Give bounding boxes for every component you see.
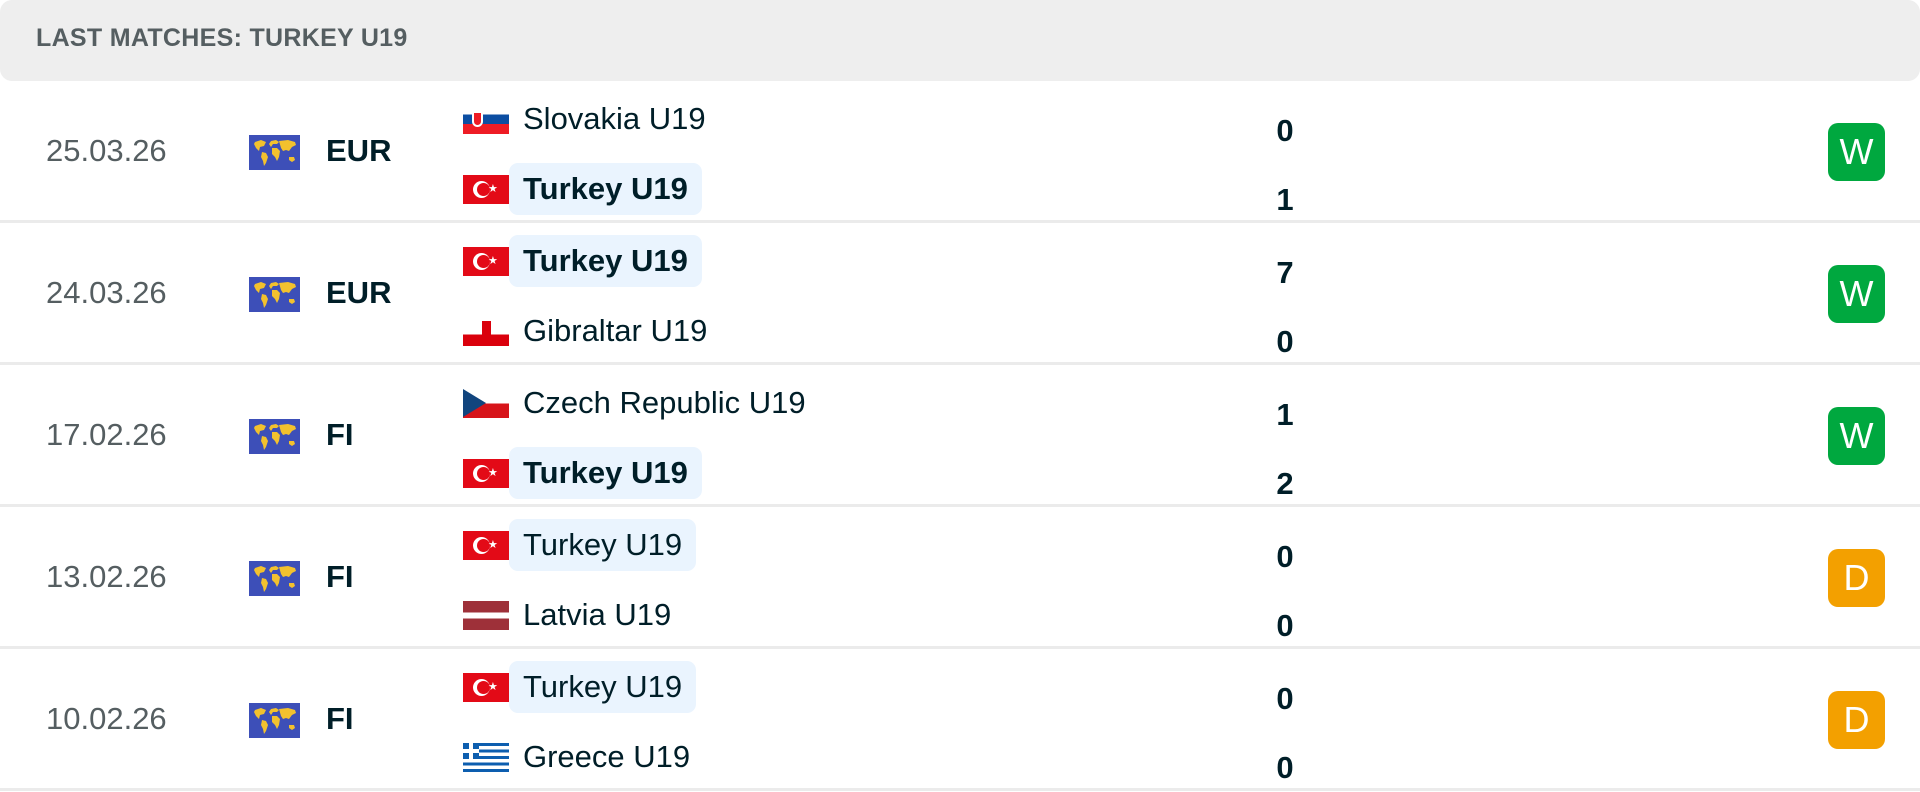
home-team-name: Turkey U19	[509, 661, 697, 713]
away-team-name: Gibraltar U19	[523, 313, 708, 348]
world-icon	[249, 135, 300, 170]
away-team[interactable]: ★ Turkey U19	[463, 447, 716, 499]
away-score: 0	[1276, 608, 1294, 643]
world-icon	[249, 419, 300, 454]
away-team-name: Latvia U19	[523, 597, 672, 632]
match-row[interactable]: 24.03.26 EUR ★ Turkey U19 Gibraltar U19 …	[0, 223, 1920, 365]
league-code[interactable]: FI	[326, 700, 354, 736]
home-team[interactable]: ★ Turkey U19	[463, 235, 716, 287]
match-date: 13.02.26	[46, 558, 167, 594]
away-score: 2	[1276, 466, 1294, 501]
away-team[interactable]: Greece U19	[463, 731, 718, 783]
greece-flag-icon	[463, 742, 509, 772]
home-score: 0	[1276, 539, 1294, 574]
home-team[interactable]: Slovakia U19	[463, 93, 734, 145]
result-badge: W	[1828, 265, 1885, 323]
home-team-name: Czech Republic U19	[523, 385, 806, 420]
home-score: 0	[1276, 113, 1294, 148]
match-date: 24.03.26	[46, 274, 167, 310]
home-team[interactable]: ★ Turkey U19	[463, 661, 710, 713]
away-score: 0	[1276, 324, 1294, 359]
away-team[interactable]: ★ Turkey U19	[463, 163, 716, 215]
match-date: 10.02.26	[46, 700, 167, 736]
match-date: 17.02.26	[46, 416, 167, 452]
league-code[interactable]: FI	[326, 558, 354, 594]
latvia-flag-icon	[463, 600, 509, 630]
home-score: 7	[1276, 255, 1294, 290]
world-icon	[249, 277, 300, 312]
turkey-flag-icon: ★	[463, 174, 509, 204]
result-badge: W	[1828, 407, 1885, 465]
away-team-name: Turkey U19	[509, 163, 702, 215]
away-team[interactable]: Latvia U19	[463, 589, 699, 641]
czech-republic-flag-icon	[463, 388, 509, 418]
match-date: 25.03.26	[46, 132, 167, 168]
result-badge: D	[1828, 549, 1885, 607]
turkey-flag-icon: ★	[463, 458, 509, 488]
home-team-name: Slovakia U19	[523, 101, 706, 136]
gibraltar-flag-icon	[463, 316, 509, 346]
away-team-name: Turkey U19	[509, 447, 702, 499]
turkey-flag-icon: ★	[463, 246, 509, 276]
turkey-flag-icon: ★	[463, 672, 509, 702]
home-team-name: Turkey U19	[509, 235, 702, 287]
away-score: 0	[1276, 750, 1294, 785]
league-code[interactable]: EUR	[326, 274, 392, 310]
match-row[interactable]: 17.02.26 FI Czech Republic U19 ★ Turkey …	[0, 365, 1920, 507]
away-team[interactable]: Gibraltar U19	[463, 305, 735, 357]
result-badge: W	[1828, 123, 1885, 181]
away-score: 1	[1276, 182, 1294, 217]
match-row[interactable]: 25.03.26 EUR Slovakia U19 ★ Turkey U19 0…	[0, 81, 1920, 223]
league-code[interactable]: EUR	[326, 132, 392, 168]
section-header: LAST MATCHES: TURKEY U19	[0, 0, 1920, 81]
away-team-name: Greece U19	[523, 739, 691, 774]
turkey-flag-icon: ★	[463, 530, 509, 560]
league-code[interactable]: FI	[326, 416, 354, 452]
match-row[interactable]: 10.02.26 FI ★ Turkey U19 Greece U19 0 0 …	[0, 649, 1920, 791]
section-title: LAST MATCHES: TURKEY U19	[36, 24, 408, 52]
world-icon	[249, 703, 300, 738]
world-icon	[249, 561, 300, 596]
match-row[interactable]: 13.02.26 FI ★ Turkey U19 Latvia U19 0 0 …	[0, 507, 1920, 649]
slovakia-flag-icon	[463, 104, 509, 134]
home-team[interactable]: Czech Republic U19	[463, 377, 834, 429]
home-score: 0	[1276, 681, 1294, 716]
home-score: 1	[1276, 397, 1294, 432]
result-badge: D	[1828, 691, 1885, 749]
home-team[interactable]: ★ Turkey U19	[463, 519, 710, 571]
home-team-name: Turkey U19	[509, 519, 697, 571]
